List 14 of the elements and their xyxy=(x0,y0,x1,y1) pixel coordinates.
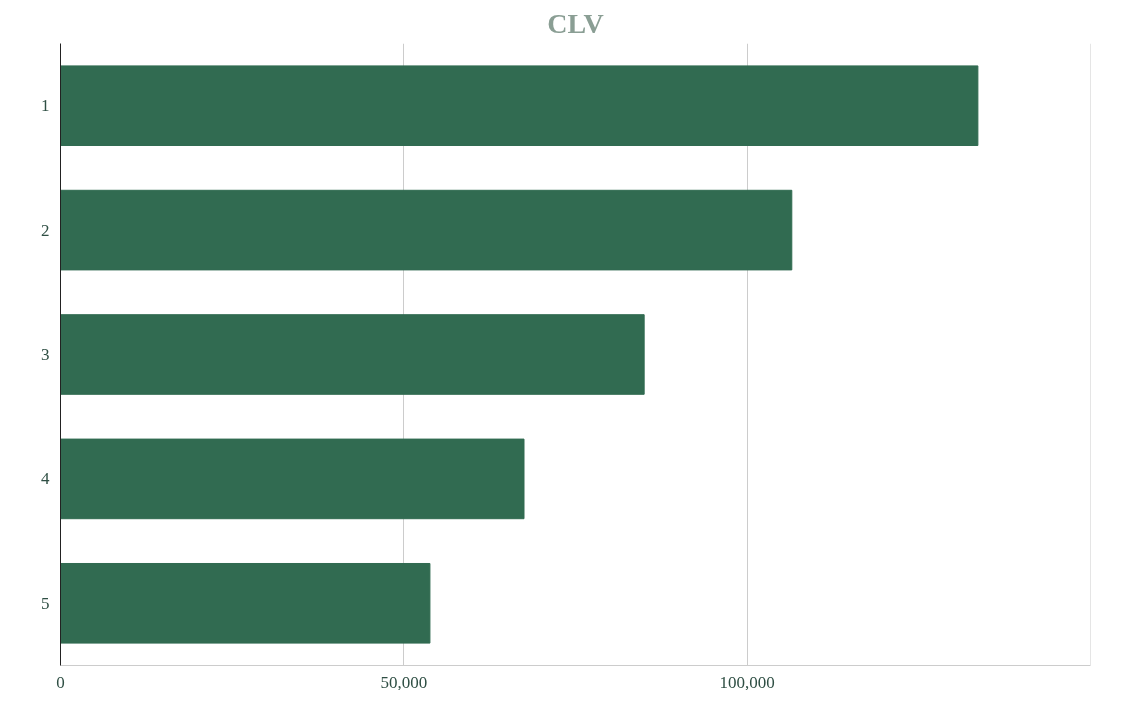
y-tick-label: 4 xyxy=(41,469,50,489)
bar xyxy=(60,314,645,395)
y-tick-label: 3 xyxy=(41,345,50,364)
bar xyxy=(60,65,979,147)
bar xyxy=(60,189,793,271)
chart-title: CLV xyxy=(547,7,604,39)
y-tick-label: 2 xyxy=(41,220,50,240)
x-tick-label: 50,000 xyxy=(380,672,428,692)
bar xyxy=(60,438,525,520)
x-tick-label: 0 xyxy=(56,672,65,692)
y-tick-label: 1 xyxy=(41,96,50,116)
y-tick-label: 5 xyxy=(41,593,50,613)
bar xyxy=(60,562,431,644)
x-tick-label: 100,000 xyxy=(719,672,775,692)
